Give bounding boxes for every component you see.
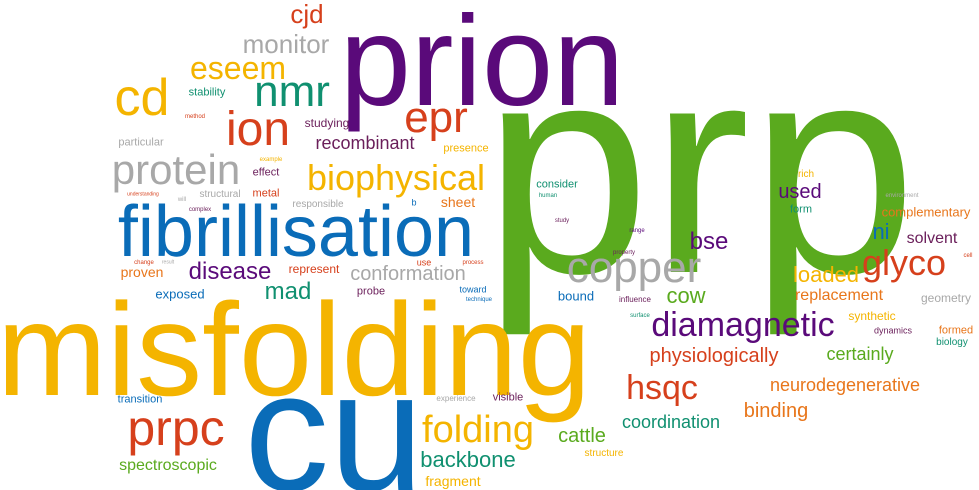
word-use: use: [416, 257, 432, 268]
word-replacement: replacement: [794, 287, 884, 304]
word-geometry: geometry: [920, 291, 972, 305]
word-structural: structural: [199, 189, 241, 200]
word-example: example: [259, 157, 283, 163]
word-change: change: [134, 260, 154, 266]
word-understanding: understanding: [127, 191, 159, 198]
word-fragment: fragment: [425, 473, 481, 489]
word-transition: transition: [117, 393, 163, 406]
word-effect: effect: [252, 166, 280, 179]
word-form: form: [790, 203, 812, 216]
word-backbone: backbone: [420, 447, 516, 472]
word-studying: studying: [304, 116, 350, 130]
word-influence: influence: [618, 295, 652, 304]
word-synthetic: synthetic: [848, 309, 896, 323]
word-loaded: loaded: [792, 262, 860, 287]
word-toward: toward: [459, 284, 487, 295]
word-consider: consider: [536, 178, 578, 191]
word-solvent: solvent: [906, 230, 958, 247]
word-disease: disease: [188, 258, 272, 285]
word-visible: visible: [492, 391, 524, 404]
word-cell: cell: [963, 253, 973, 259]
word-bse: bse: [689, 228, 729, 255]
word-recombinant: recombinant: [315, 133, 415, 153]
word-biology: biology: [936, 337, 968, 348]
word-human: human: [538, 193, 558, 199]
word-hsqc: hsqc: [626, 369, 698, 407]
word-ni: ni: [872, 219, 890, 244]
word-spectroscopic: spectroscopic: [119, 457, 217, 474]
word-diamagnetic: diamagnetic: [651, 306, 835, 344]
word-misfolding: misfolding: [0, 276, 592, 423]
word-glyco: glyco: [861, 242, 947, 283]
word-cattle: cattle: [558, 425, 606, 447]
word-structure: structure: [584, 448, 624, 459]
word-stability: stability: [188, 86, 226, 99]
word-particular: particular: [118, 136, 164, 149]
word-used: used: [778, 181, 822, 203]
word-prion: prion: [339, 0, 625, 133]
word-metal: metal: [252, 187, 280, 200]
word-bound: bound: [557, 288, 595, 304]
word-study: study: [554, 218, 570, 224]
word-mad: mad: [264, 278, 312, 305]
word-represent: represent: [288, 262, 340, 276]
word-method: method: [184, 114, 206, 120]
word-prp: prp: [483, 0, 917, 336]
word-complex: complex: [188, 207, 212, 213]
word-biophysical: biophysical: [306, 157, 486, 198]
word-copper: copper: [566, 243, 702, 292]
word-cow: cow: [666, 283, 706, 308]
word-exposed: exposed: [155, 286, 205, 302]
word-conformation: conformation: [350, 263, 466, 285]
word-protein: protein: [111, 146, 241, 193]
word-cd: cd: [114, 69, 170, 127]
word-probe: probe: [356, 285, 386, 298]
word-ion: ion: [225, 103, 291, 156]
word-neurodegenerative: neurodegenerative: [769, 375, 921, 395]
word-cu: cu: [244, 337, 424, 490]
word-nmr: nmr: [254, 67, 330, 116]
word-physiologically: physiologically: [649, 345, 779, 367]
word-presence: presence: [443, 142, 489, 155]
word-responsible: responsible: [292, 199, 344, 210]
word-sheet: sheet: [440, 194, 476, 210]
word-environment: environment: [885, 193, 919, 199]
word-formed: formed: [938, 324, 974, 337]
word-cjd: cjd: [290, 0, 324, 29]
word-complementary: complementary: [881, 204, 971, 220]
word-surface: surface: [630, 313, 650, 319]
word-technique: technique: [465, 297, 493, 303]
word-rich: rich: [797, 169, 815, 180]
word-coordination: coordination: [621, 412, 721, 432]
word-property: property: [612, 250, 636, 256]
word-result: result: [161, 259, 175, 266]
word-experience: experience: [436, 394, 476, 403]
word-proven: proven: [120, 264, 164, 280]
word-monitor: monitor: [242, 29, 330, 59]
word-dynamics: dynamics: [873, 325, 913, 336]
word-will: will: [177, 197, 187, 203]
word-eseem: eseem: [189, 50, 287, 86]
word-fibrillisation: fibrillisation: [117, 192, 475, 272]
word-b: b: [411, 197, 417, 208]
word-process: process: [462, 260, 484, 266]
word-range: range: [629, 228, 645, 234]
word-folding: folding: [422, 409, 534, 451]
word-epr: epr: [404, 93, 468, 142]
word-certainly: certainly: [826, 344, 894, 364]
word-binding: binding: [743, 400, 809, 422]
word-prpc: prpc: [127, 400, 225, 456]
